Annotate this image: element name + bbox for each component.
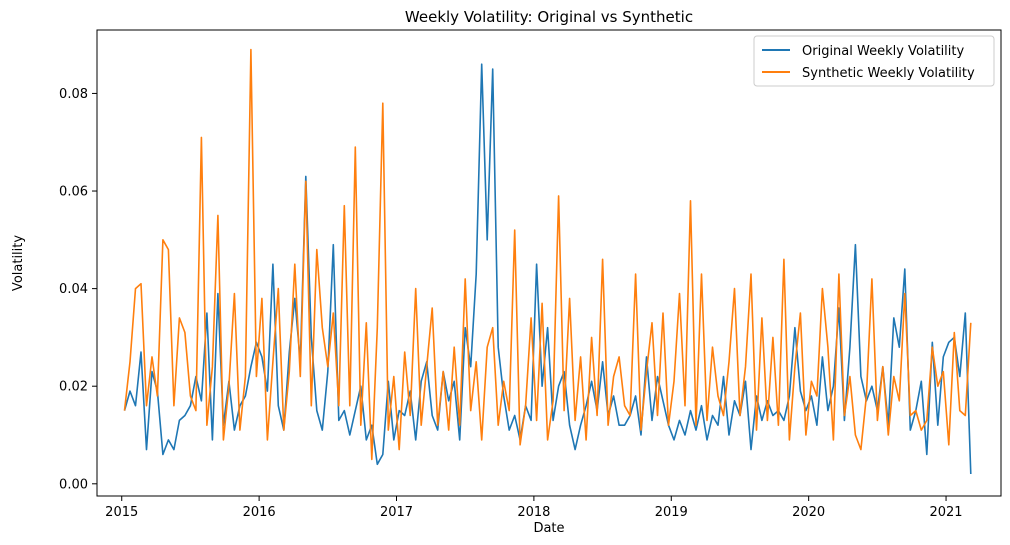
x-tick-label: 2021 bbox=[929, 505, 962, 520]
x-tick-label: 2020 bbox=[792, 505, 825, 520]
chart-title: Weekly Volatility: Original vs Synthetic bbox=[405, 8, 693, 26]
legend: Original Weekly Volatility Synthetic Wee… bbox=[753, 35, 995, 87]
series-layer bbox=[123, 48, 972, 475]
plot-frame bbox=[96, 29, 1002, 497]
y-tick-label: 0.00 bbox=[59, 477, 88, 492]
y-axis-ticks: 0.00 0.02 0.04 0.06 0.08 bbox=[59, 87, 97, 492]
x-tick-label: 2018 bbox=[517, 505, 550, 520]
synthetic-volatility-line bbox=[123, 48, 972, 461]
y-axis-label: Volatility bbox=[11, 235, 26, 291]
x-axis-ticks: 2015 2016 2017 2018 2019 2020 2021 bbox=[105, 496, 963, 520]
y-tick-label: 0.06 bbox=[59, 185, 88, 200]
y-tick-label: 0.08 bbox=[59, 87, 88, 102]
x-tick-label: 2017 bbox=[380, 505, 413, 520]
legend-label-synthetic: Synthetic Weekly Volatility bbox=[802, 66, 975, 81]
legend-box bbox=[753, 35, 995, 87]
x-tick-label: 2015 bbox=[105, 505, 138, 520]
x-axis-label: Date bbox=[533, 521, 564, 536]
legend-label-original: Original Weekly Volatility bbox=[802, 44, 965, 59]
y-tick-label: 0.04 bbox=[59, 282, 88, 297]
x-tick-label: 2016 bbox=[243, 505, 276, 520]
x-tick-label: 2019 bbox=[655, 505, 688, 520]
y-tick-label: 0.02 bbox=[59, 380, 88, 395]
